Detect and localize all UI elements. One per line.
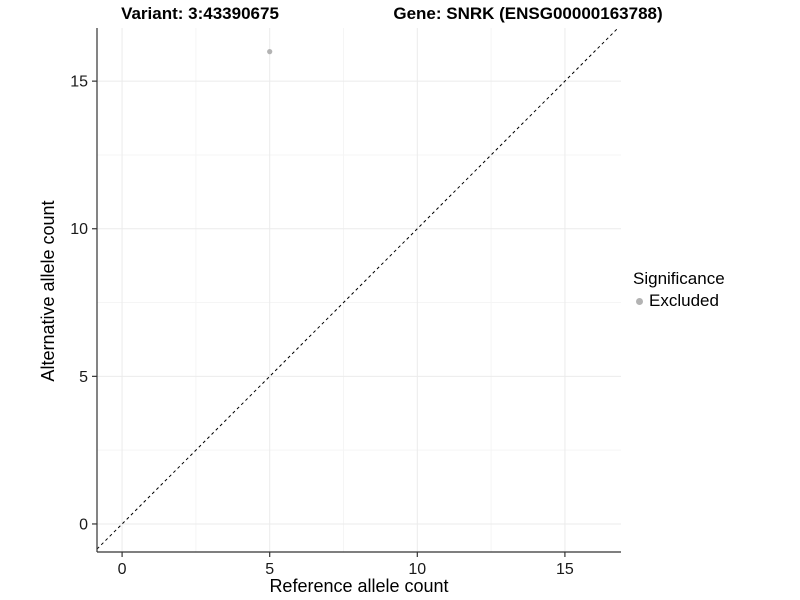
data-point-excluded xyxy=(267,49,273,55)
excluded-point-icon xyxy=(636,297,643,305)
legend-item-excluded: Excluded xyxy=(633,291,725,311)
y-tick-label: 5 xyxy=(79,369,88,386)
x-tick-label: 0 xyxy=(118,561,127,578)
x-tick-label: 10 xyxy=(408,561,426,578)
legend-item-label: Excluded xyxy=(649,291,719,310)
gene-title: Gene: SNRK (ENSG00000163788) xyxy=(393,4,663,23)
x-tick-label: 15 xyxy=(556,561,574,578)
identity-line xyxy=(96,27,619,550)
legend: Significance Excluded xyxy=(633,269,725,311)
x-axis-title: Reference allele count xyxy=(269,576,449,596)
y-tick-label: 10 xyxy=(70,221,88,238)
variant-title: Variant: 3:43390675 xyxy=(121,4,279,23)
y-tick-label: 0 xyxy=(79,516,88,533)
y-tick-label: 15 xyxy=(70,74,88,91)
y-axis-title: Alternative allele count xyxy=(38,200,58,382)
x-tick-label: 5 xyxy=(265,561,274,578)
legend-title: Significance xyxy=(633,269,725,288)
